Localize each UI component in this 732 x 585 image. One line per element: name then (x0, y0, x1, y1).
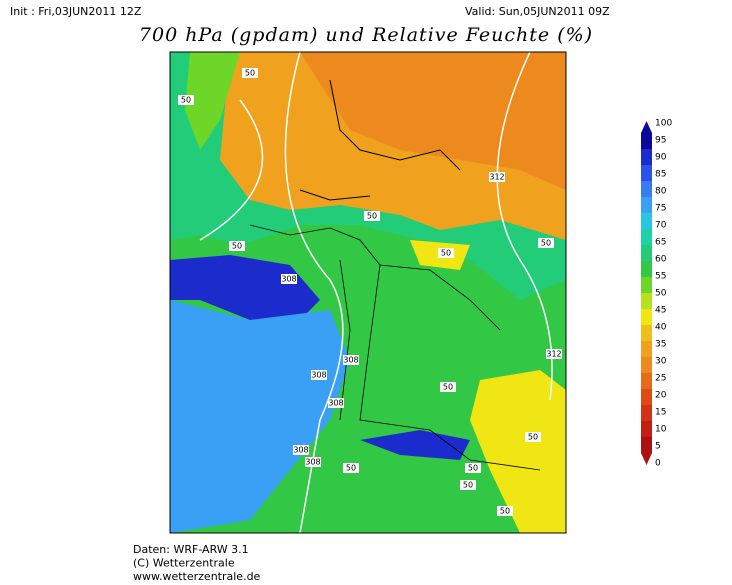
contour-label-box (546, 349, 562, 359)
contour-label: 308 (281, 275, 296, 284)
colorbar-segment (641, 197, 652, 213)
colorbar-segment (641, 341, 652, 357)
contour-label-box (281, 274, 297, 284)
colorbar-segment (641, 373, 652, 389)
colorbar-segment (641, 165, 652, 181)
contour-label-box (465, 463, 481, 473)
contour-label: 50 (463, 481, 473, 490)
colorbar-tick-label: 15 (655, 408, 666, 418)
contour-label: 308 (343, 356, 358, 365)
colorbar-tick-label: 40 (655, 323, 667, 333)
init-time: Init : Fri,03JUN2011 12Z (10, 5, 142, 18)
colorbar-bottom-arrow (641, 453, 652, 465)
colorbar-tick-label: 80 (655, 187, 667, 197)
colorbar: 1009590858075706560555045403530252015105… (641, 119, 672, 469)
colorbar-segment (641, 309, 652, 325)
contour-label-box (497, 506, 513, 516)
contour-label-box (489, 172, 505, 182)
colorbar-segment (641, 421, 652, 437)
colorbar-segment (641, 437, 652, 453)
colorbar-tick-label: 50 (655, 289, 667, 299)
colorbar-segment (641, 149, 652, 165)
colorbar-tick-label: 95 (655, 136, 666, 146)
colorbar-tick-label: 10 (655, 425, 667, 435)
colorbar-tick-label: 30 (655, 357, 667, 367)
colorbar-tick-label: 45 (655, 306, 666, 316)
colorbar-segment (641, 261, 652, 277)
colorbar-tick-label: 100 (655, 119, 672, 129)
contour-label-box (438, 248, 454, 258)
map-area (170, 52, 566, 533)
contour-label: 50 (528, 433, 538, 442)
colorbar-segment (641, 229, 652, 245)
footer-line: (C) Wetterzentrale (133, 557, 235, 570)
map-frame (169, 51, 567, 534)
colorbar-tick-label: 65 (655, 238, 666, 248)
contour-label: 308 (293, 446, 308, 455)
contour-label: 50 (441, 249, 451, 258)
contour-label: 50 (541, 239, 551, 248)
colorbar-segment (641, 389, 652, 405)
contour-label: 50 (181, 96, 191, 105)
colorbar-segment (641, 245, 652, 261)
contour-label: 308 (305, 458, 320, 467)
contour-label-box (229, 241, 245, 251)
map-title: 700 hPa (gpdam) und Relative Feuchte (%) (139, 24, 593, 46)
colorbar-tick-label: 0 (655, 459, 661, 469)
colorbar-tick-label: 20 (655, 391, 667, 401)
colorbar-segment (641, 357, 652, 373)
contour-label: 50 (443, 383, 453, 392)
contour-label-box (178, 95, 194, 105)
contour-label: 50 (346, 464, 356, 473)
contour-label-box (538, 238, 554, 248)
contour-label-box (343, 463, 359, 473)
contour-labels: 50 50 312 50 50 50 50 308 312 308 308 50 308 50 308 308… (178, 68, 562, 516)
contour-label: 50 (500, 507, 510, 516)
colorbar-segment (641, 325, 652, 341)
colorbar-segment (641, 133, 652, 149)
colorbar-segment (641, 277, 652, 293)
contour-label-box (311, 370, 327, 380)
contour-label-box (460, 480, 476, 490)
colorbar-tick-label: 5 (655, 442, 661, 452)
contour-label-box (440, 382, 456, 392)
contour-label-box (525, 432, 541, 442)
colorbar-segment (641, 293, 652, 309)
contour-label: 308 (311, 371, 326, 380)
contour-label: 50 (245, 69, 255, 78)
colorbar-tick-label: 55 (655, 272, 666, 282)
footer: Daten: WRF-ARW 3.1(C) Wetterzentralewww.… (133, 543, 261, 583)
colorbar-segment (641, 213, 652, 229)
colorbar-tick-label: 70 (655, 221, 667, 231)
contour-label: 50 (468, 464, 478, 473)
contour-label-box (305, 457, 321, 467)
footer-line: www.wetterzentrale.de (133, 570, 261, 583)
contour-label-box (364, 211, 380, 221)
contour-label: 50 (232, 242, 242, 251)
colorbar-tick-label: 85 (655, 170, 666, 180)
colorbar-tick-label: 25 (655, 374, 666, 384)
contour-label-box (293, 445, 309, 455)
contour-label: 312 (489, 173, 504, 182)
colorbar-segment (641, 405, 652, 421)
contour-label: 50 (367, 212, 377, 221)
contour-label: 308 (328, 399, 343, 408)
colorbar-top-arrow (641, 121, 652, 133)
contour-label: 312 (546, 350, 561, 359)
contour-label-box (328, 398, 344, 408)
colorbar-tick-label: 75 (655, 204, 666, 214)
colorbar-tick-label: 60 (655, 255, 667, 265)
footer-line: Daten: WRF-ARW 3.1 (133, 543, 249, 556)
contour-label-box (343, 355, 359, 365)
valid-time: Valid: Sun,05JUN2011 09Z (465, 5, 610, 18)
colorbar-tick-label: 90 (655, 153, 667, 163)
colorbar-tick-label: 35 (655, 340, 666, 350)
colorbar-segment (641, 181, 652, 197)
contour-label-box (242, 68, 258, 78)
